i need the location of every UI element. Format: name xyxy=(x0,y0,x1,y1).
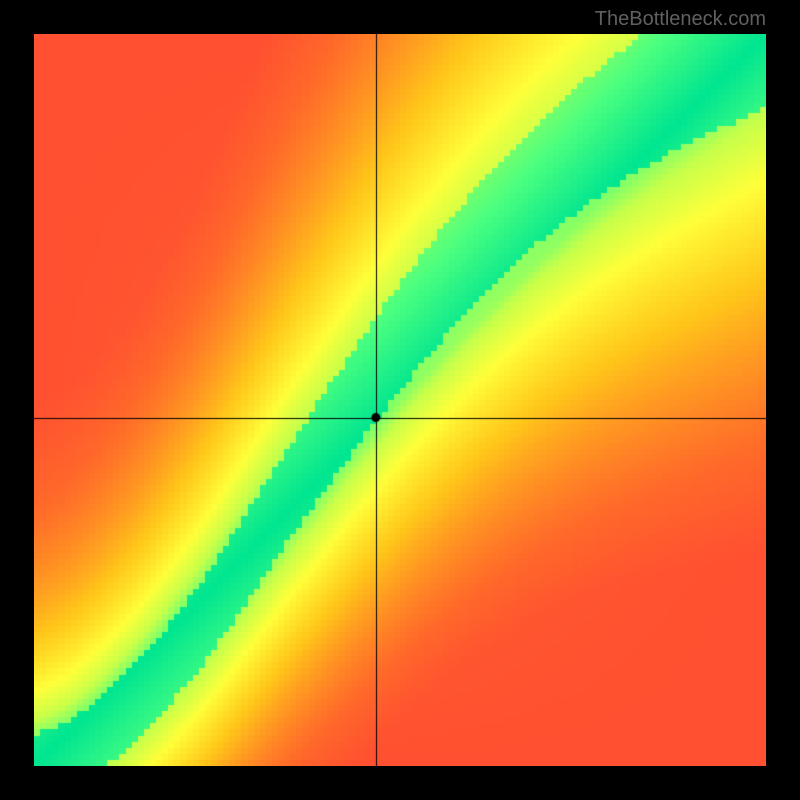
watermark-text: TheBottleneck.com xyxy=(595,8,766,31)
bottleneck-heatmap xyxy=(34,34,766,766)
